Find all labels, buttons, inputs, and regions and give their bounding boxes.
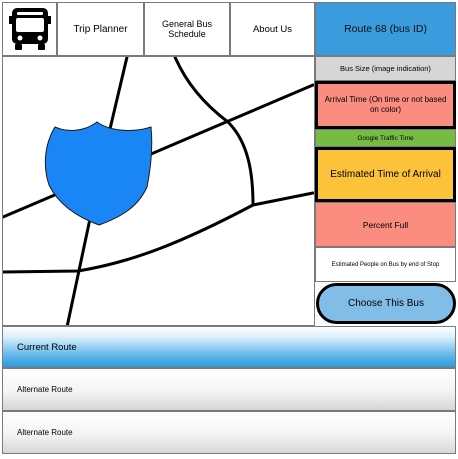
map-roads	[3, 57, 314, 325]
interstate-shield-icon	[44, 121, 153, 226]
nav-about-us-label: About Us	[252, 23, 293, 35]
nav-trip-planner-label: Trip Planner	[73, 23, 128, 35]
bus-icon	[8, 8, 51, 50]
route-item-label: Alternate Route	[17, 385, 73, 394]
route-header: Route 68 (bus ID)	[315, 2, 456, 56]
route-map[interactable]	[2, 56, 315, 326]
route-item-label: Current Route	[17, 341, 77, 353]
choose-bus-button[interactable]: Choose This Bus	[316, 283, 456, 324]
estimated-people-label: Estimated People on Bus by end of Stop	[331, 261, 440, 268]
nav-general-bus-schedule-label: General Bus Schedule	[161, 19, 213, 39]
home-logo[interactable]	[2, 2, 57, 56]
arrival-time-label: Arrival Time (On time or not based on co…	[324, 95, 447, 114]
traffic-time-label: Google Traffic Time	[357, 134, 414, 142]
nav-general-bus-schedule[interactable]: General Bus Schedule	[144, 2, 230, 56]
eta-label: Estimated Time of Arrival	[330, 169, 441, 180]
route-item-label: Alternate Route	[17, 428, 73, 437]
nav-trip-planner[interactable]: Trip Planner	[57, 2, 144, 56]
road-curve	[173, 57, 255, 207]
bus-size-label: Bus Size (image indication)	[340, 64, 431, 73]
route-item-current[interactable]: Current Route	[2, 326, 456, 368]
route-item-alternate[interactable]: Alternate Route	[2, 411, 456, 454]
choose-bus-button-label: Choose This Bus	[348, 298, 424, 309]
arrival-time-panel: Arrival Time (On time or not based on co…	[315, 81, 456, 129]
percent-full-label: Percent Full	[362, 219, 409, 230]
estimated-people-panel: Estimated People on Bus by end of Stop	[315, 247, 456, 282]
bus-size-indicator: Bus Size (image indication)	[315, 56, 456, 81]
nav-about-us[interactable]: About Us	[230, 2, 315, 56]
route-item-alternate[interactable]: Alternate Route	[2, 368, 456, 411]
traffic-time-panel: Google Traffic Time	[315, 129, 456, 147]
route-header-title: Route 68 (bus ID)	[344, 23, 427, 35]
percent-full-panel: Percent Full	[315, 202, 456, 247]
eta-panel: Estimated Time of Arrival	[315, 147, 456, 202]
road-horizontal	[3, 203, 255, 274]
road-lower-right	[251, 191, 314, 207]
